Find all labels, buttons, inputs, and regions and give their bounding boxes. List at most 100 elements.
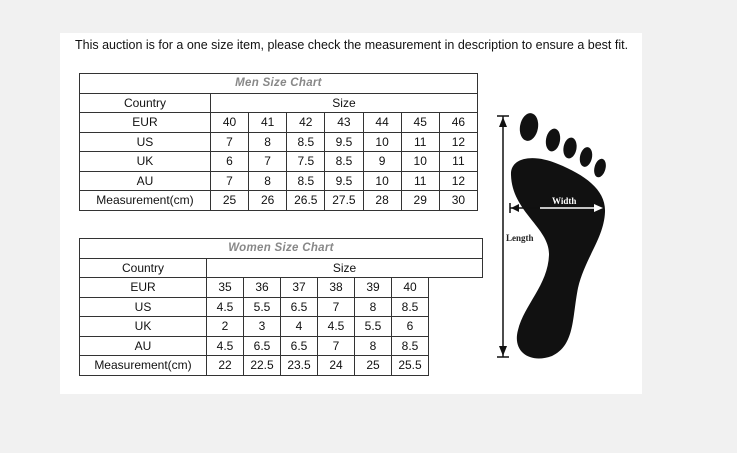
size-cell: 12 — [438, 131, 479, 152]
size-cell: 4 — [280, 316, 318, 337]
table-row: US 4.5 5.5 6.5 7 8 8.5 — [79, 296, 483, 317]
row-label: Measurement(cm) — [79, 355, 207, 376]
size-cell: 26 — [248, 190, 288, 211]
size-cell: 11 — [400, 170, 440, 191]
size-cell: 4.5 — [317, 316, 355, 337]
row-label: UK — [79, 151, 211, 172]
header-row: Country Size — [79, 257, 483, 278]
size-cell: 43 — [324, 112, 364, 133]
size-cell: 2 — [206, 316, 244, 337]
size-cell: 6.5 — [280, 335, 318, 356]
size-cell: 9.5 — [324, 170, 364, 191]
size-cell: 5.5 — [243, 296, 281, 317]
row-label: EUR — [79, 277, 207, 298]
country-header: Country — [79, 257, 207, 278]
size-cell: 11 — [438, 151, 479, 172]
size-cell: 30 — [438, 190, 479, 211]
size-cell: 8 — [248, 170, 288, 191]
women-size-chart: Women Size Chart Country Size EUR 35 36 37 38 39… — [79, 238, 483, 376]
size-cell: 9 — [362, 151, 402, 172]
size-cell: 29 — [400, 190, 440, 211]
size-cell: 11 — [400, 131, 440, 152]
size-header: Size — [206, 257, 483, 278]
size-cell: 6 — [391, 316, 429, 337]
size-cell: 7 — [317, 296, 355, 317]
size-cell: 8.5 — [286, 170, 326, 191]
size-cell: 41 — [248, 112, 288, 133]
size-header: Size — [209, 92, 479, 113]
size-cell: 8.5 — [391, 296, 429, 317]
table-row: US 7 8 8.5 9.5 10 11 12 — [79, 131, 479, 152]
size-cell: 38 — [317, 277, 355, 298]
size-cell: 4.5 — [206, 335, 244, 356]
empty-cell — [428, 277, 483, 297]
table-row: Measurement(cm) 22 22.5 23.5 24 25 25.5 — [79, 355, 483, 376]
table-row: UK 2 3 4 4.5 5.5 6 — [79, 316, 483, 337]
size-cell: 10 — [362, 131, 402, 152]
size-cell: 40 — [209, 112, 250, 133]
table-row: AU 7 8 8.5 9.5 10 11 12 — [79, 170, 479, 191]
size-cell: 10 — [362, 170, 402, 191]
empty-cell — [428, 297, 483, 317]
size-cell: 12 — [438, 170, 479, 191]
table-row: AU 4.5 6.5 6.5 7 8 8.5 — [79, 335, 483, 356]
size-cell: 36 — [243, 277, 281, 298]
size-cell: 25.5 — [391, 355, 429, 376]
size-cell: 28 — [362, 190, 402, 211]
size-cell: 25 — [354, 355, 392, 376]
size-cell: 7 — [248, 151, 288, 172]
size-cell: 42 — [286, 112, 326, 133]
size-cell: 26.5 — [286, 190, 326, 211]
men-size-chart: Men Size Chart Country Size EUR 40 41 42 43 44 45… — [79, 73, 479, 211]
width-arrow-icon — [509, 203, 603, 213]
size-cell: 40 — [391, 277, 429, 298]
row-label: US — [79, 131, 211, 152]
size-cell: 8.5 — [324, 151, 364, 172]
row-label: Measurement(cm) — [79, 190, 211, 211]
size-cell: 9.5 — [324, 131, 364, 152]
size-notice: This auction is for a one size item, ple… — [75, 38, 629, 52]
chart-title-row: Men Size Chart — [79, 73, 478, 94]
size-cell: 8.5 — [391, 335, 429, 356]
size-cell: 7.5 — [286, 151, 326, 172]
length-arrow-icon — [497, 115, 509, 358]
size-cell: 22 — [206, 355, 244, 376]
country-header: Country — [79, 92, 211, 113]
table-row: Measurement(cm) 25 26 26.5 27.5 28 29 30 — [79, 190, 479, 211]
table-row: UK 6 7 7.5 8.5 9 10 11 — [79, 151, 479, 172]
size-cell: 8 — [248, 131, 288, 152]
size-cell: 10 — [400, 151, 440, 172]
empty-cell — [428, 316, 483, 336]
size-cell: 8.5 — [286, 131, 326, 152]
size-cell: 3 — [243, 316, 281, 337]
size-cell: 6.5 — [243, 335, 281, 356]
size-cell: 5.5 — [354, 316, 392, 337]
size-cell: 7 — [209, 131, 250, 152]
row-label: UK — [79, 316, 207, 337]
row-label: AU — [79, 170, 211, 191]
width-label: Width — [552, 196, 576, 206]
size-cell: 24 — [317, 355, 355, 376]
empty-cell — [428, 355, 483, 375]
row-label: AU — [79, 335, 207, 356]
table-row: EUR 35 36 37 38 39 40 — [79, 277, 483, 298]
foot-measurement-diagram: Width Length — [497, 113, 606, 359]
chart-title-row: Women Size Chart — [79, 238, 483, 259]
size-cell: 37 — [280, 277, 318, 298]
header-row: Country Size — [79, 92, 479, 113]
size-cell: 46 — [438, 112, 479, 133]
size-cell: 8 — [354, 335, 392, 356]
size-cell: 6.5 — [280, 296, 318, 317]
size-cell: 8 — [354, 296, 392, 317]
size-cell: 4.5 — [206, 296, 244, 317]
size-cell: 45 — [400, 112, 440, 133]
size-cell: 23.5 — [280, 355, 318, 376]
size-cell: 6 — [209, 151, 250, 172]
row-label: US — [79, 296, 207, 317]
size-cell: 27.5 — [324, 190, 364, 211]
size-cell: 7 — [317, 335, 355, 356]
chart-title: Women Size Chart — [79, 238, 483, 259]
size-cell: 35 — [206, 277, 244, 298]
size-cell: 25 — [209, 190, 250, 211]
length-label: Length — [506, 233, 534, 243]
